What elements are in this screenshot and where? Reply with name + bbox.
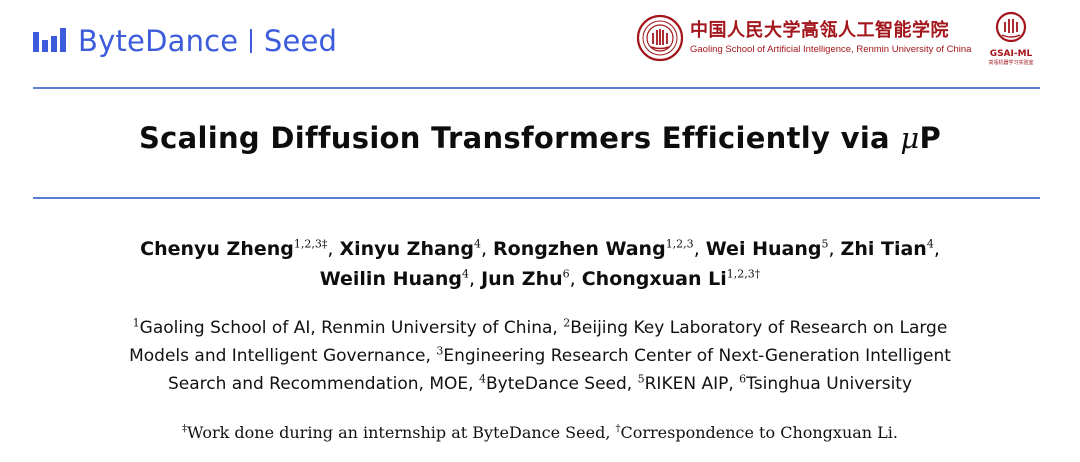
affiliation-line: Search and Recommendation, MOE, 4ByteDan… [167, 372, 913, 394]
bytedance-wordmark: ByteDance [78, 24, 239, 58]
author: Weilin Huang4, [319, 267, 482, 290]
author-line: Chenyu Zheng1,2,3‡, Xinyu Zhang4, Rongzh… [0, 234, 1080, 264]
title-mu-symbol: μ [900, 121, 920, 155]
author: Rongzhen Wang1,2,3, [493, 237, 706, 260]
title-rule [33, 197, 1040, 199]
bytedance-bars-icon [33, 28, 66, 52]
paper-header: ByteDance Seed 中国人民大学高瓴人工智能学院 Gaoling Sc… [0, 0, 1080, 86]
author: Chongxuan Li1,2,3† [581, 267, 761, 290]
author: Wei Huang5, [705, 237, 841, 260]
author-footnotes: ‡Work done during an internship at ByteD… [181, 423, 899, 442]
affiliation-line: 1Gaoling School of AI, Renmin University… [132, 316, 948, 338]
author-line: Weilin Huang4, Jun Zhu6, Chongxuan Li1,2… [0, 264, 1080, 294]
logo-separator [250, 29, 252, 53]
header-rule [33, 87, 1040, 89]
paper-title: Scaling Diffusion Transformers Efficient… [0, 121, 1080, 155]
renmin-university-seal-icon [636, 14, 684, 62]
gsai-ml-sublabel: 高瓴机器学习实验室 [988, 60, 1034, 66]
gsai-ml-logo: GSAI-ML 高瓴机器学习实验室 [981, 10, 1041, 66]
bytedance-seed-logo: ByteDance Seed [33, 24, 337, 58]
author: Chenyu Zheng1,2,3‡, [140, 237, 340, 260]
affiliation-list: 1Gaoling School of AI, Renmin University… [0, 314, 1080, 398]
author-list: Chenyu Zheng1,2,3‡, Xinyu Zhang4, Rongzh… [0, 234, 1080, 294]
affiliation-line: Models and Intelligent Governance, 3Engi… [129, 344, 951, 366]
renmin-gsai-logo: 中国人民大学高瓴人工智能学院 Gaoling School of Artific… [636, 14, 971, 62]
author: Zhi Tian4, [840, 237, 940, 260]
title-suffix: P [919, 121, 942, 155]
gsai-ml-emblem-icon [995, 11, 1027, 43]
seed-wordmark: Seed [263, 24, 338, 58]
title-prefix: Scaling Diffusion Transformers Efficient… [138, 121, 901, 155]
internship-note: Work done during an internship at ByteDa… [186, 423, 616, 442]
ruc-gsai-chinese-name: 中国人民大学高瓴人工智能学院 [690, 20, 949, 41]
correspondence-note: Correspondence to Chongxuan Li. [620, 423, 899, 442]
author: Xinyu Zhang4, [339, 237, 494, 260]
gsai-ml-label: GSAI-ML [989, 49, 1033, 59]
author: Jun Zhu6, [481, 267, 582, 290]
ruc-gsai-english-name: Gaoling School of Artificial Intelligenc… [690, 44, 972, 55]
